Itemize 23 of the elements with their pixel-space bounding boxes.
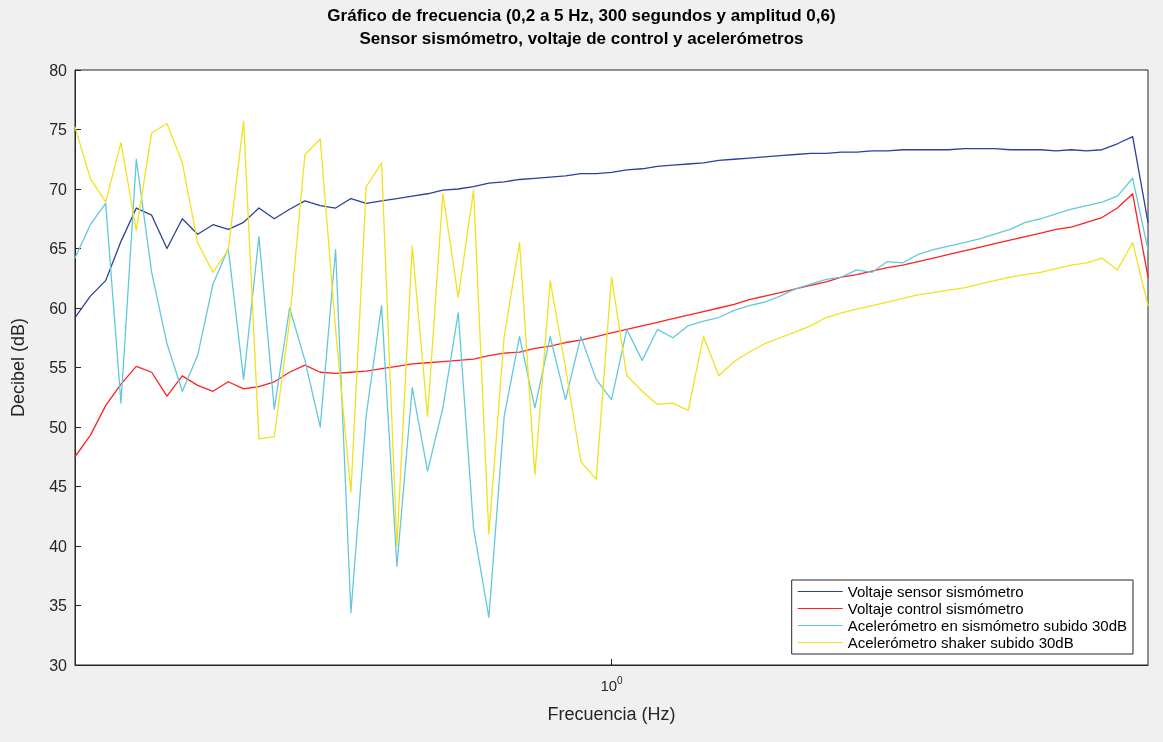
y-tick-label: 60 <box>49 299 68 317</box>
line-series <box>74 135 1149 319</box>
chart-subtitle: Sensor sismómetro, voltaje de control y acelerómetros <box>359 29 804 48</box>
y-tick-label: 55 <box>49 359 68 376</box>
y-tick-label: 50 <box>49 418 68 436</box>
legend-label: Voltaje control sismómetro <box>847 600 1024 617</box>
legend-label: Acelerómetro shaker subido 30dB <box>847 634 1074 651</box>
line-series <box>74 193 1149 458</box>
y-tick-label: 80 <box>49 61 68 79</box>
line-series <box>74 120 1149 547</box>
chart-title: Gráfico de frecuencia (0,2 a 5 Hz, 300 segundos y amplitud 0,6) <box>327 6 836 25</box>
line-series <box>74 158 1149 619</box>
y-tick-label: 35 <box>49 597 68 614</box>
y-tick-label: 30 <box>49 656 68 674</box>
legend-label: Acelerómetro en sismómetro subido 30dB <box>847 617 1128 634</box>
x-axis-title: Frecuencia (Hz) <box>547 704 676 724</box>
y-tick-label: 45 <box>49 478 68 495</box>
y-tick-label: 40 <box>49 537 68 555</box>
y-axis-title: Decibel (dB) <box>8 317 28 418</box>
y-tick-label: 75 <box>49 121 68 138</box>
y-tick-label: 65 <box>49 240 68 257</box>
legend-label: Voltaje sensor sismómetro <box>847 583 1024 600</box>
y-tick-label: 70 <box>49 180 68 198</box>
